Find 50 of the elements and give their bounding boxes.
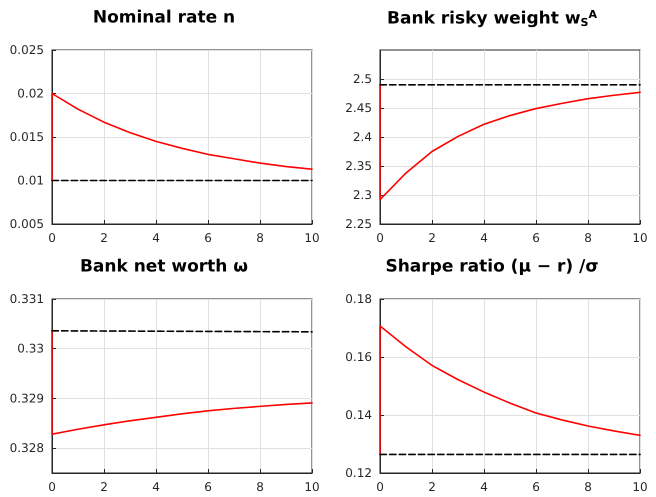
y-tick-label: 0.005 xyxy=(10,217,44,231)
x-tick-label: 8 xyxy=(256,480,264,494)
x-tick-label: 8 xyxy=(256,231,264,245)
chart-title: Sharpe ratio (μ − r) /σ xyxy=(385,256,599,276)
y-tick-label: 0.18 xyxy=(345,292,372,306)
x-tick-label: 2 xyxy=(100,231,108,245)
y-tick-label: 0.16 xyxy=(345,350,372,364)
y-tick-label: 0.025 xyxy=(10,43,44,57)
x-tick-label: 10 xyxy=(632,231,648,245)
x-tick-label: 10 xyxy=(304,480,320,494)
y-tick-label: 2.5 xyxy=(352,72,372,86)
x-tick-label: 6 xyxy=(532,480,540,494)
y-tick-label: 2.45 xyxy=(345,101,372,115)
line-series xyxy=(51,92,313,182)
y-tick-label: 0.12 xyxy=(345,466,372,480)
y-tick-label: 0.02 xyxy=(17,86,44,100)
chart-title: Bank net worth ω xyxy=(80,256,248,276)
x-tick-label: 8 xyxy=(584,231,592,245)
chart-title: Nominal rate n xyxy=(92,8,236,28)
x-tick-label: 8 xyxy=(584,480,592,494)
x-tick-label: 0 xyxy=(48,231,56,245)
y-tick-label: 0.14 xyxy=(345,408,372,422)
x-tick-label: 2 xyxy=(428,231,436,245)
x-tick-label: 4 xyxy=(152,480,160,494)
y-tick-label: 2.3 xyxy=(352,188,372,202)
x-tick-label: 4 xyxy=(480,231,488,245)
x-tick-label: 6 xyxy=(204,231,212,245)
x-tick-label: 10 xyxy=(632,480,648,494)
x-tick-label: 4 xyxy=(480,480,488,494)
y-tick-label: 0.015 xyxy=(10,130,44,144)
y-tick-label: 0.328 xyxy=(10,441,44,456)
y-tick-label: 2.4 xyxy=(352,130,372,144)
x-tick-label: 2 xyxy=(428,480,436,494)
y-tick-label: 2.25 xyxy=(345,217,372,231)
y-tick-label: 0.33 xyxy=(17,342,44,356)
y-tick-label: 2.35 xyxy=(345,159,372,173)
x-tick-label: 0 xyxy=(48,480,56,494)
x-tick-label: 6 xyxy=(204,480,212,494)
x-tick-label: 4 xyxy=(152,231,160,245)
line-series xyxy=(379,325,641,456)
x-tick-label: 10 xyxy=(304,231,320,245)
x-tick-label: 0 xyxy=(376,480,384,494)
x-tick-label: 6 xyxy=(532,231,540,245)
x-tick-label: 0 xyxy=(376,231,384,245)
y-tick-label: 0.331 xyxy=(10,292,44,306)
line-series xyxy=(51,330,313,436)
y-tick-label: 0.01 xyxy=(17,174,44,188)
y-tick-label: 0.329 xyxy=(10,391,44,406)
x-tick-label: 2 xyxy=(100,480,108,494)
line-series xyxy=(379,84,641,200)
